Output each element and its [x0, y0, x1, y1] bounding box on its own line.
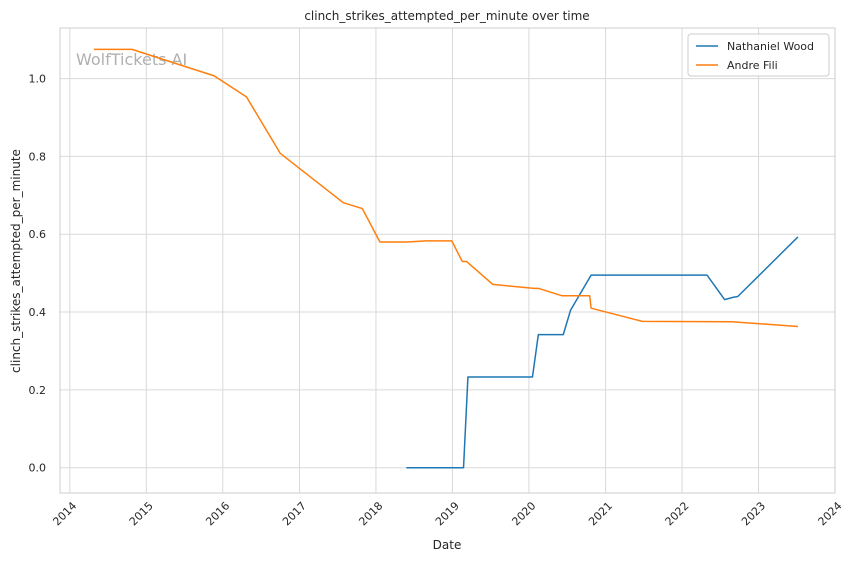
y-tick-label: 0.2 — [29, 384, 47, 397]
series-line-andre-fili — [93, 48, 798, 328]
series-line-nathaniel-wood — [406, 236, 799, 469]
legend-box — [687, 33, 830, 77]
series-layer — [93, 48, 799, 469]
watermark: WolfTickets AI — [76, 50, 187, 69]
legend-label: Nathaniel Wood — [727, 40, 814, 53]
x-axis-title: Date — [433, 538, 462, 552]
y-tick-label: 0.8 — [29, 150, 47, 163]
y-tick-label: 0.6 — [29, 228, 47, 241]
legend: Nathaniel Wood Andre Fili — [687, 33, 830, 77]
plot-area-frame — [59, 27, 836, 494]
y-axis-ticks: 0.0 0.2 0.4 0.6 0.8 1.0 — [29, 73, 47, 475]
legend-label: Andre Fili — [727, 59, 778, 72]
y-tick-label: 0.4 — [29, 306, 47, 319]
y-tick-label: 0.0 — [29, 462, 47, 475]
y-tick-label: 1.0 — [29, 73, 47, 86]
y-axis-title: clinch_strikes_attempted_per_minute — [9, 149, 23, 373]
chart-title: clinch_strikes_attempted_per_minute over… — [304, 9, 589, 23]
